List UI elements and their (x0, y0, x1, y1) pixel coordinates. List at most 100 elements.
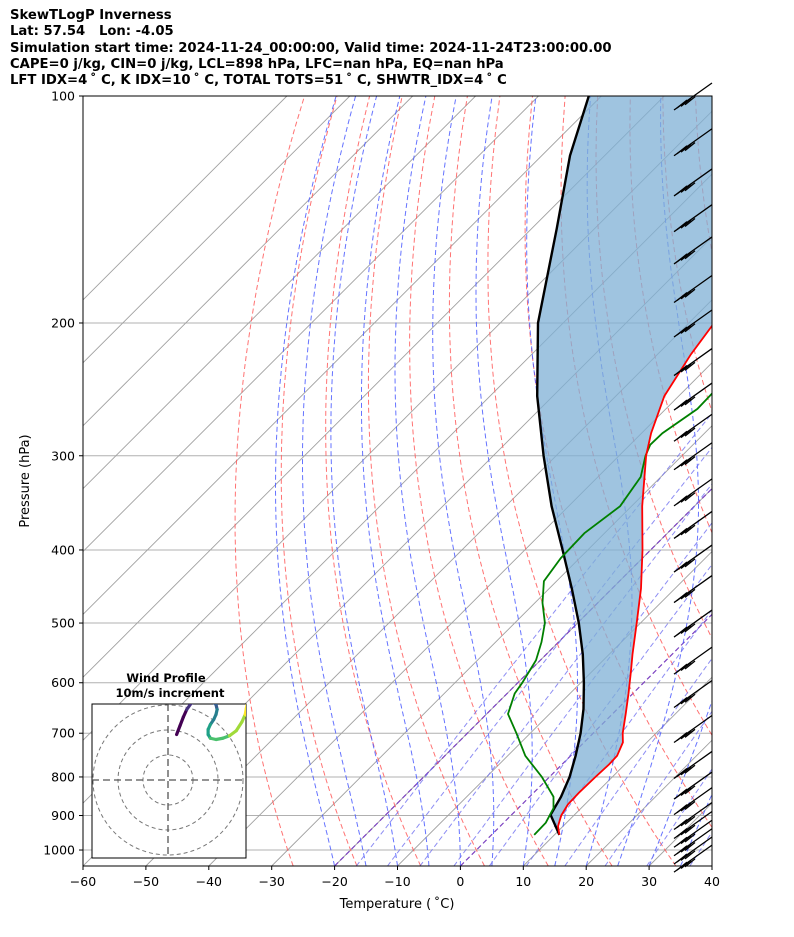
wind-barb (673, 309, 713, 338)
wind-barb (673, 828, 713, 857)
moist-adiabat (680, 793, 712, 866)
wind-barb (673, 204, 713, 233)
dewpoint-profile (507, 392, 712, 836)
wind-barb (673, 382, 713, 411)
isotherm (522, 676, 712, 866)
x-tick-label: −30 (259, 874, 285, 889)
hodograph-segment (244, 704, 246, 710)
wind-barb (673, 348, 713, 377)
wind-barb (673, 274, 713, 304)
x-tick-label: 20 (578, 874, 594, 889)
dry-adiabat (728, 96, 794, 866)
isotherm (334, 487, 712, 866)
y-tick-label: 700 (51, 726, 75, 741)
moist-adiabat (275, 96, 337, 866)
dry-adiabat (280, 96, 358, 866)
hodograph-plot (92, 704, 246, 858)
moist-adiabat (394, 96, 461, 866)
isotherm (83, 96, 476, 490)
dry-adiabat (325, 96, 422, 866)
figure-header: SkewTLogP Inverness Lat: 57.54 Lon: -4.0… (10, 8, 612, 89)
isotherm (83, 96, 602, 616)
moist-adiabat (432, 96, 495, 866)
wind-barb (673, 128, 713, 157)
parcel-profile (535, 96, 590, 836)
moist-adiabat (361, 96, 430, 866)
moist-adiabat (744, 96, 794, 866)
x-axis-label: Temperature ( ˚C) (339, 896, 455, 912)
mixing-ratio-line (355, 412, 712, 866)
x-tick-label: 0 (456, 874, 464, 889)
x-tick-label: −60 (70, 874, 96, 889)
axes: −60 −50 −40 −30 −20 −10 0 10 20 30 40 100 200 300 400 5… (43, 89, 720, 890)
isotherm (145, 299, 712, 866)
x-tick-label: −50 (133, 874, 159, 889)
y-tick-label: 1000 (43, 843, 75, 858)
mixing-ratio-line (646, 768, 712, 866)
y-tick-label: 900 (51, 808, 75, 823)
y-tick-label: 300 (51, 448, 75, 463)
dry-adiabat (662, 96, 712, 414)
inset-subtitle: 10m/s increment (116, 686, 225, 700)
isotherm (83, 96, 288, 301)
wind-barb (673, 575, 713, 604)
wind-barb (673, 646, 713, 675)
wind-barb (673, 771, 713, 800)
wind-barb (673, 787, 713, 816)
y-tick-label: 200 (51, 315, 75, 330)
mixing-ratio-line (488, 563, 712, 866)
wind-barb (673, 442, 713, 471)
y-tick-label: 100 (51, 89, 75, 104)
x-tick-label: −10 (384, 874, 410, 889)
y-tick-label: 800 (51, 769, 75, 784)
dry-adiabat (448, 96, 613, 866)
mixing-ratio-line (525, 608, 712, 866)
moist-adiabat (617, 96, 699, 866)
dry-adiabat (487, 96, 677, 866)
dry-adiabat (367, 96, 485, 866)
moist-adiabat (302, 96, 367, 866)
wind-barb (673, 844, 713, 873)
x-tick-label: 30 (641, 874, 657, 889)
wind-barb (673, 801, 713, 831)
wind-barb (673, 236, 713, 265)
wind-barb (673, 836, 713, 865)
wind-barb (673, 819, 713, 848)
isotherm (397, 550, 712, 866)
temperature-profile (557, 324, 712, 836)
cape-shading (537, 96, 712, 835)
isotherm (83, 96, 351, 364)
wind-barb (673, 168, 713, 197)
wind-barb (673, 544, 713, 573)
hodograph-segment (189, 704, 194, 705)
mixing-ratio-line (419, 483, 712, 866)
station-coordinates: Lat: 57.54 Lon: -4.05 (10, 24, 174, 40)
y-tick-label: 400 (51, 542, 75, 557)
wind-barb (673, 609, 713, 638)
convective-parameters: CAPE=0 j/kg, CIN=0 j/kg, LCL=898 hPa, LF… (10, 56, 504, 72)
stability-indices: LFT IDX=4 ˚ C, K IDX=10 ˚ C, TOTAL TOTS=… (10, 73, 507, 89)
isotherm (711, 865, 712, 866)
wind-barb (673, 810, 713, 840)
x-tick-label: −40 (196, 874, 222, 889)
mixing-ratio-line (387, 446, 712, 866)
wind-barb (673, 413, 713, 442)
isotherm (83, 96, 539, 553)
isotherm (83, 96, 414, 427)
simulation-times: Simulation start time: 2024-11-24_00:00:… (10, 40, 612, 56)
y-tick-label: 600 (51, 675, 75, 690)
profile-lines (507, 96, 712, 836)
isotherm (83, 96, 665, 678)
wind-barb (673, 478, 713, 507)
hodograph-inset: Wind Profile 10m/s increment (91, 671, 247, 859)
wind-barb (673, 714, 713, 744)
dry-adiabat (761, 96, 794, 866)
moist-adiabat (648, 699, 712, 866)
mixing-ratio-line (604, 710, 712, 866)
x-tick-label: 10 (515, 874, 531, 889)
wind-barb (673, 750, 713, 779)
dry-adiabat (234, 96, 305, 866)
moist-adiabat (330, 96, 398, 866)
hodograph-segment (243, 706, 246, 717)
